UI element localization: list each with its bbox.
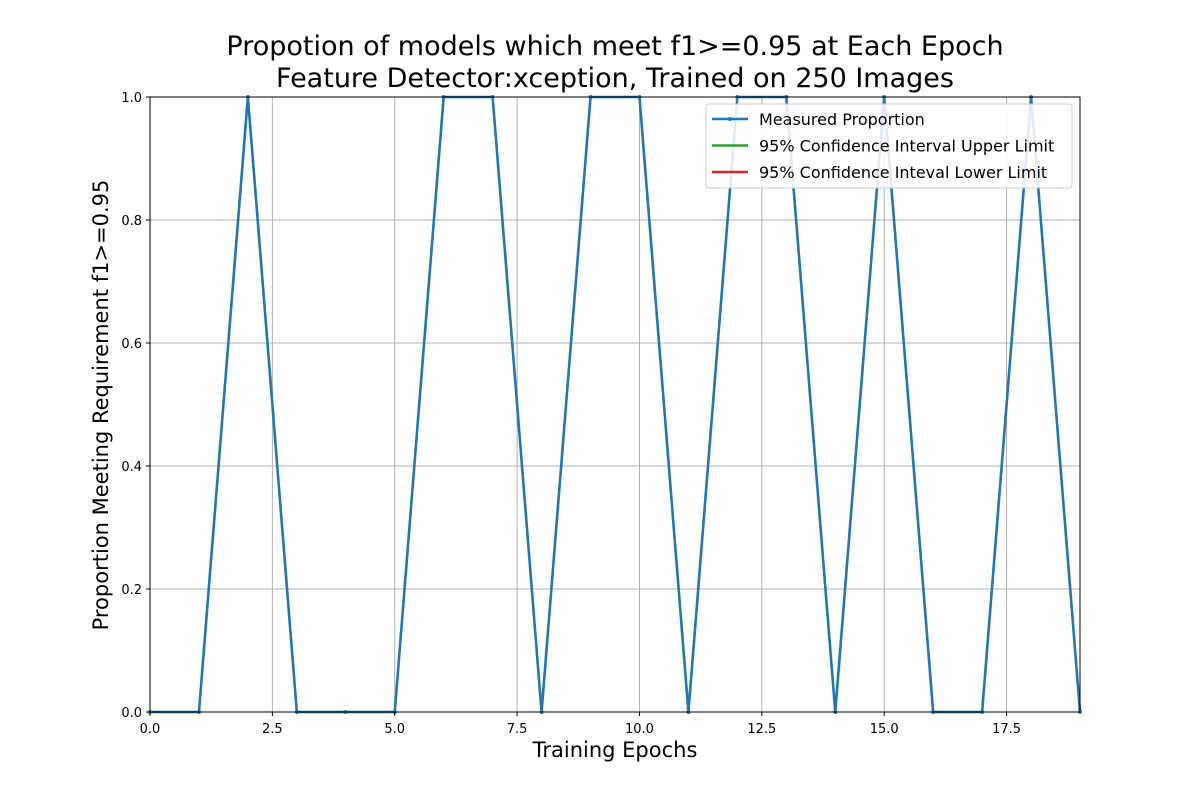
x-tick-label: 12.5 [747,722,776,737]
y-tick-label: 1.0 [121,91,142,106]
legend-box [705,103,1073,189]
legend-label: 95% Confidence Inteval Lower Limit [759,163,1047,182]
y-tick-label: 0.4 [121,460,142,475]
y-tick-label: 0.8 [121,214,142,229]
y-axis-ticks: 0.0 0.2 0.4 0.6 0.8 1.0 [121,91,150,721]
series-line [150,95,1082,714]
legend-label: Measured Proportion [759,110,925,129]
chart-title: Propotion of models which meet f1>=0.95 … [226,31,1003,62]
x-tick-label: 10.0 [625,722,654,737]
plot-area-frame [149,96,1081,713]
y-tick-label: 0.6 [121,337,142,352]
x-tick-label: 5.0 [384,722,405,737]
y-axis-label: Proportion Meeting Requirement f1>=0.95 [89,180,113,631]
legend-item: 95% Confidence Interval Upper Limit [712,137,1054,156]
x-tick-label: 17.5 [992,722,1021,737]
legend-marker [728,117,732,121]
x-tick-label: 7.5 [507,722,528,737]
chart-subtitle: Feature Detector:xception, Trained on 25… [276,63,954,94]
x-axis-label: Training Epochs [532,738,698,762]
x-tick-label: 0.0 [140,722,161,737]
x-axis-ticks: 0.0 2.5 5.0 7.5 10.0 12.5 15.0 17.5 [140,712,1021,737]
y-tick-label: 0.0 [121,706,142,721]
legend: Measured Proportion 95% Confidence Interv… [705,103,1073,189]
legend-label: 95% Confidence Interval Upper Limit [759,137,1054,156]
x-tick-label: 15.0 [870,722,899,737]
y-tick-label: 0.2 [121,583,142,598]
legend-item: 95% Confidence Inteval Lower Limit [712,163,1047,182]
legend-item: Measured Proportion [712,110,925,129]
x-tick-label: 2.5 [262,722,283,737]
